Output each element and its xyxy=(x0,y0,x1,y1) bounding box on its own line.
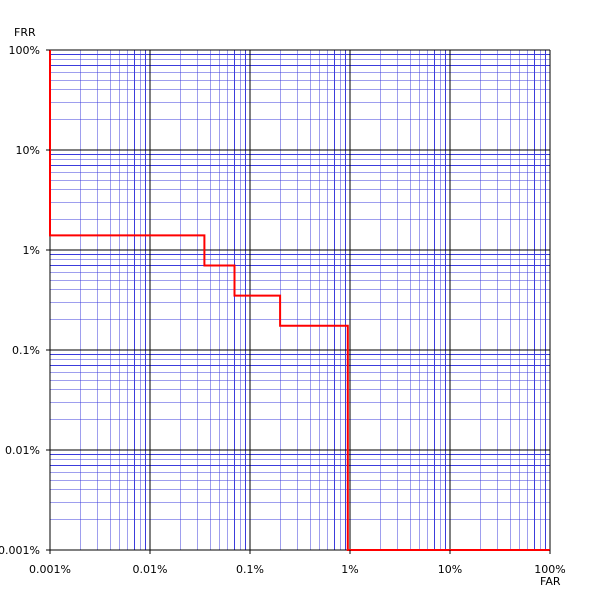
y-tick-label: 1% xyxy=(23,244,40,257)
x-tick-label: 100% xyxy=(534,563,565,576)
y-tick-label: 10% xyxy=(16,144,40,157)
x-tick-label: 10% xyxy=(438,563,462,576)
minor-grid xyxy=(50,50,550,550)
y-tick-label: 100% xyxy=(9,44,40,57)
curve-layer xyxy=(49,50,550,551)
axes-layer xyxy=(46,49,551,554)
x-tick-label: 0.1% xyxy=(236,563,264,576)
major-grid xyxy=(49,49,551,551)
det-curve xyxy=(49,50,550,551)
y-tick-label: 0.1% xyxy=(12,344,40,357)
y-tick-label: 0.001% xyxy=(0,544,40,557)
x-tick-label: 0.01% xyxy=(133,563,168,576)
y-axis-label: FRR xyxy=(14,26,36,39)
x-tick-label: 0.001% xyxy=(29,563,71,576)
x-axis-label: FAR xyxy=(540,575,561,588)
x-tick-label: 1% xyxy=(341,563,358,576)
y-tick-label: 0.01% xyxy=(5,444,40,457)
